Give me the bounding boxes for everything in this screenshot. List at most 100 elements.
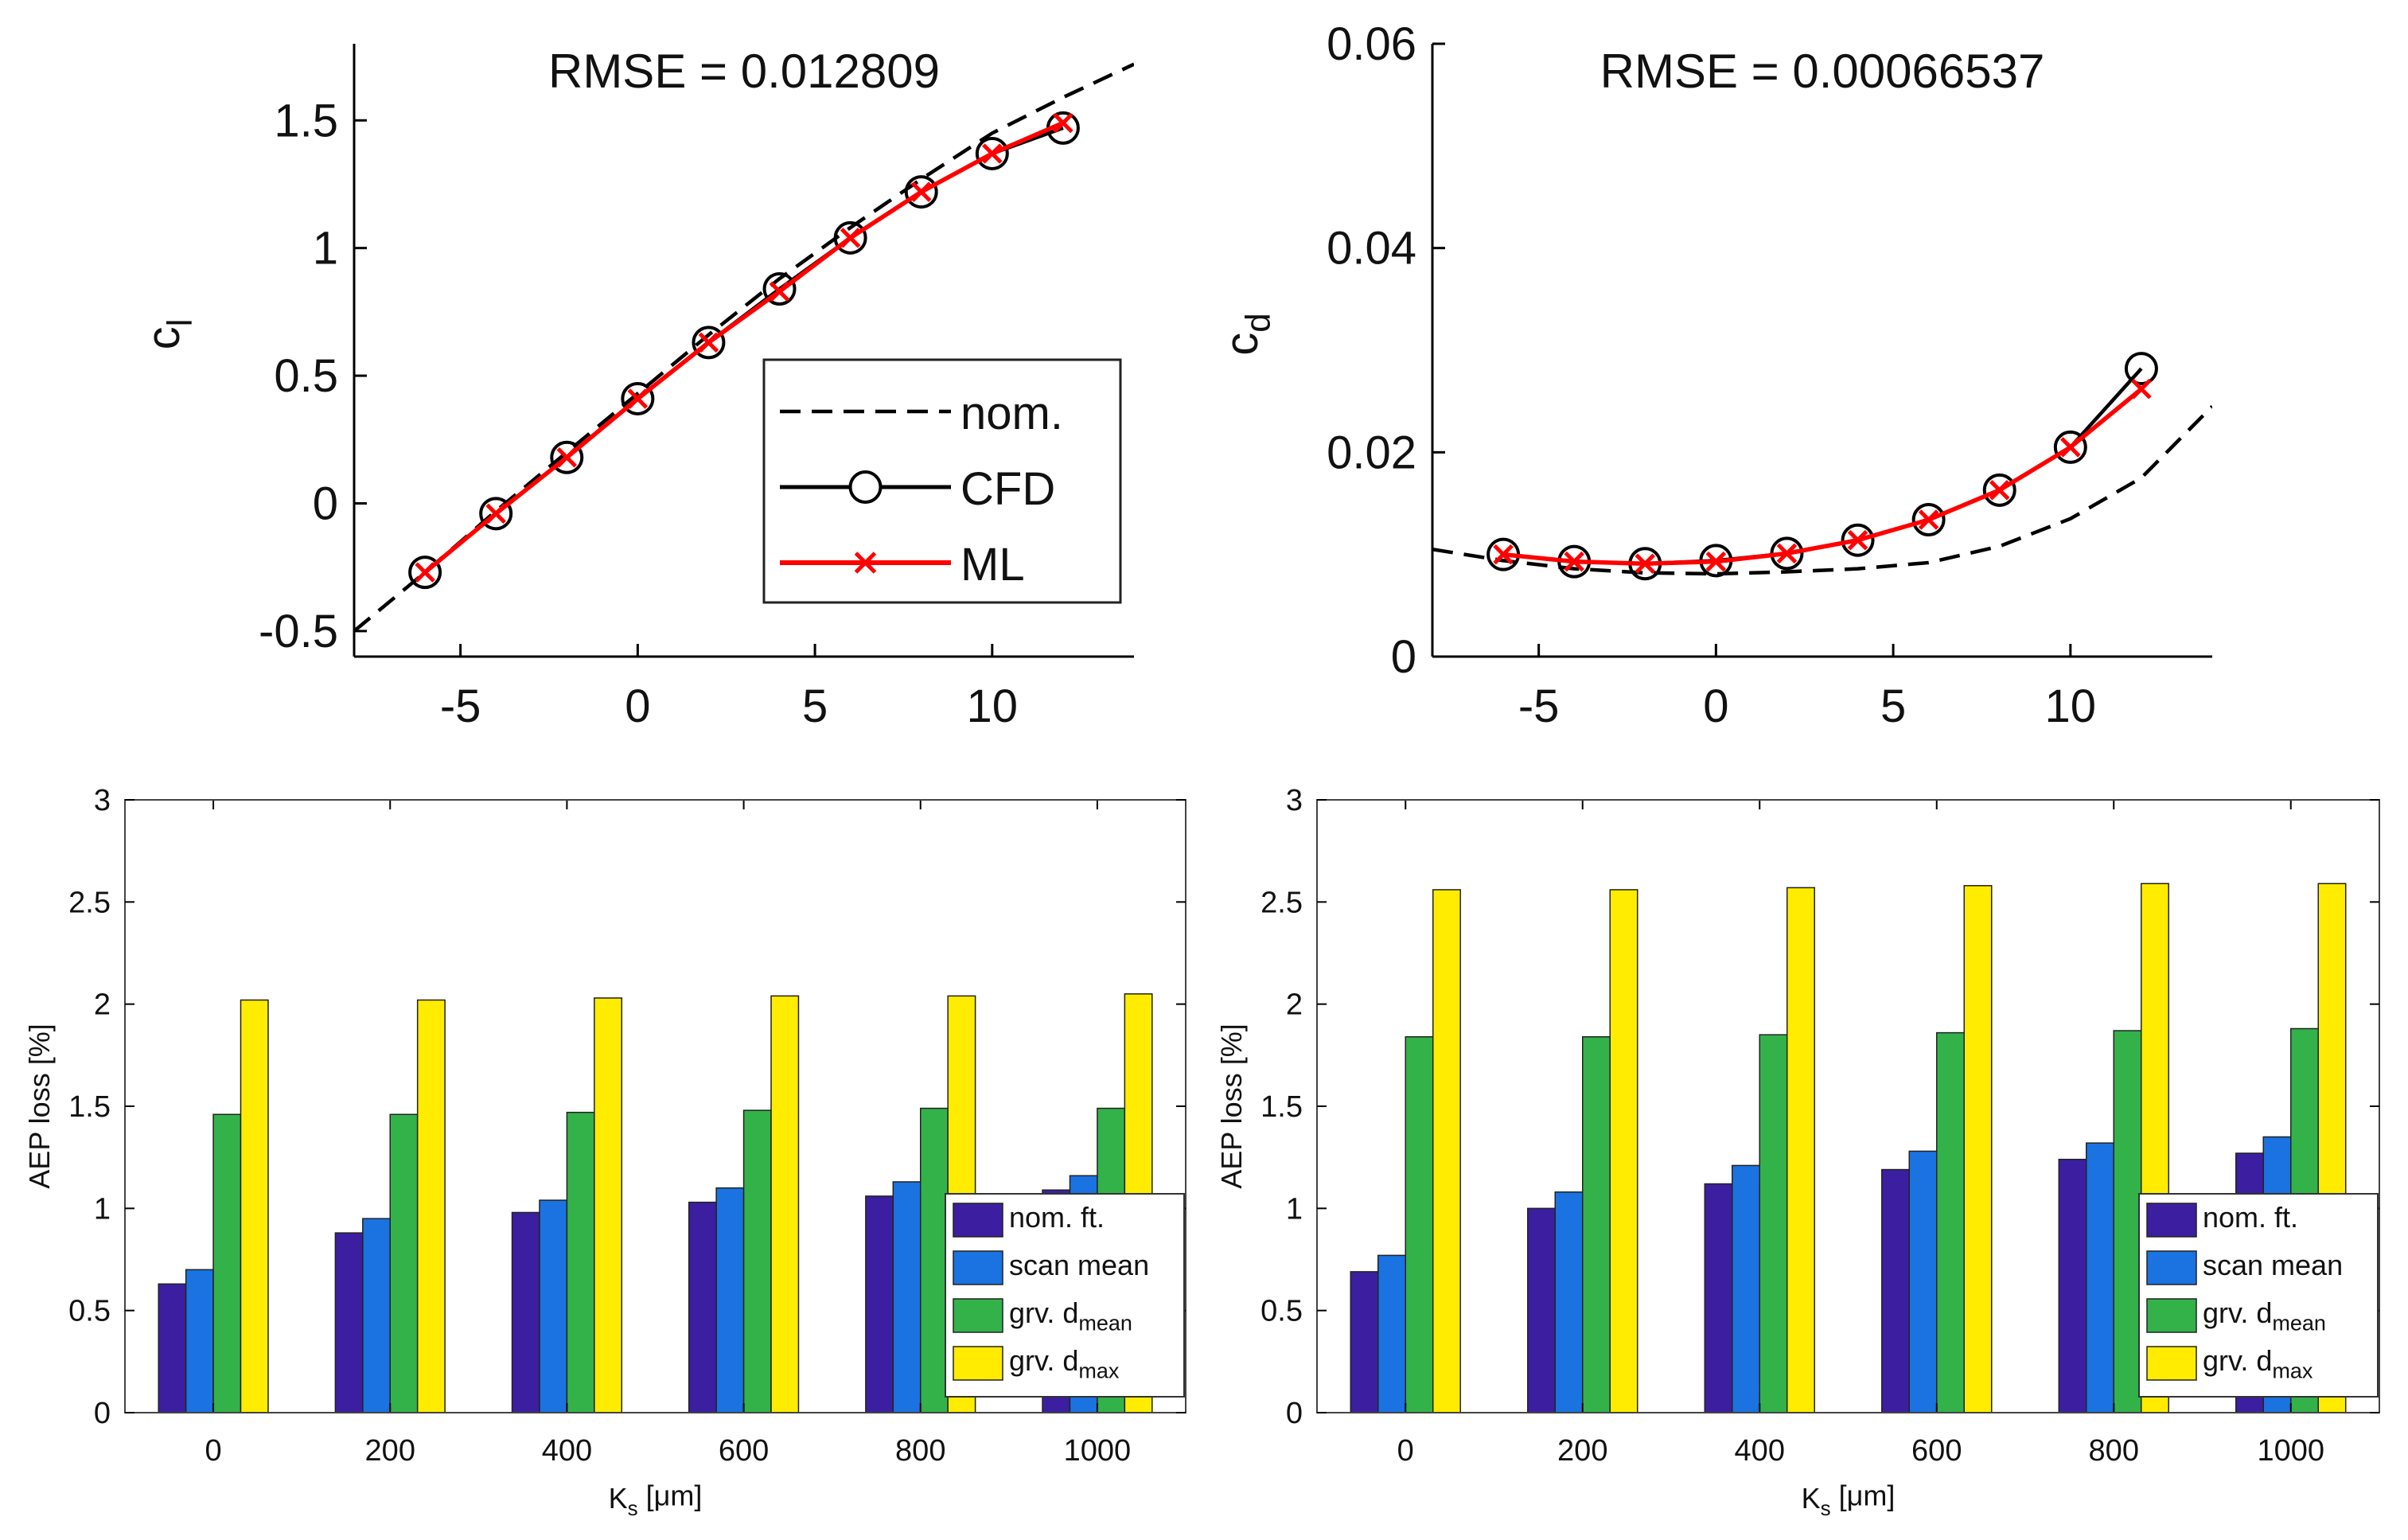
y-tick-label: 0.5: [1260, 1295, 1303, 1328]
y-axis-label: AEP loss [%]: [23, 1023, 56, 1188]
ml-point: [1776, 543, 1798, 564]
bar: [1609, 889, 1638, 1413]
chart-title: RMSE = 0.012809: [548, 45, 940, 98]
series-ml-line: [1502, 387, 2143, 566]
legend-box: [762, 358, 1122, 604]
ml-point: [840, 228, 861, 248]
bar: [770, 995, 800, 1413]
y-tick-label: -0.5: [259, 606, 338, 657]
ml-point: [1053, 112, 1073, 134]
x-tick-label: 400: [542, 1434, 592, 1468]
y-tick-label: 3: [1286, 784, 1303, 817]
bar: [511, 1211, 540, 1413]
ml-point: [698, 332, 719, 353]
ml-point: [1705, 551, 1727, 572]
y-tick-label: 1.5: [68, 1090, 111, 1124]
legend-label: grv. dmax: [2203, 1344, 2313, 1382]
y-tick-label: 0.5: [68, 1295, 111, 1328]
bar: [892, 1181, 922, 1413]
cfd-point: [621, 381, 655, 415]
line-chart-1: -5 0 5 10 -0.5 0 0.5 1 1.5 RMSE = 0.012809 cl nom. C…: [138, 44, 1134, 732]
legend-label: scan mean: [1009, 1249, 1149, 1281]
ml-point: [2060, 437, 2081, 458]
legend-label: grv. dmean: [2203, 1296, 2326, 1335]
y-tick-label: 1: [313, 223, 338, 275]
bar: [566, 1111, 595, 1413]
y-axis-label: cd: [1216, 313, 1277, 355]
ml-point: [910, 181, 932, 202]
legend-swatch: [953, 1346, 1003, 1381]
ml-point: [2131, 378, 2152, 400]
bar: [158, 1283, 187, 1413]
bar: [185, 1269, 214, 1413]
legend-cfd-marker: [848, 470, 883, 504]
x-tick-label: -5: [1518, 680, 1560, 732]
ml-point: [485, 503, 506, 524]
ml-point: [1493, 544, 1514, 565]
bar: [1759, 1034, 1788, 1413]
bar: [416, 999, 446, 1413]
cfd-point: [1911, 503, 1946, 537]
y-tick-label: 2.5: [1260, 886, 1303, 919]
ml-point: [556, 446, 578, 468]
legend-swatch: [953, 1298, 1003, 1333]
legend-swatch: [2146, 1346, 2197, 1381]
y-tick-label: 0.06: [1327, 18, 1416, 70]
x-tick-label: 10: [2045, 680, 2097, 732]
bar: [1405, 1035, 1434, 1413]
y-tick-label: 0: [1391, 631, 1416, 683]
bar: [715, 1187, 745, 1413]
x-tick-label: 0: [1397, 1434, 1414, 1468]
y-tick-label: 1.5: [274, 95, 338, 146]
x-tick-label: 200: [1557, 1434, 1607, 1468]
legend: nom. CFD ML: [762, 358, 1122, 604]
bar: [362, 1218, 392, 1413]
x-tick-label: 400: [1735, 1434, 1785, 1468]
bar: [1963, 885, 1993, 1413]
bar: [389, 1113, 419, 1413]
bar: [1786, 887, 1815, 1413]
x-tick-label: 800: [895, 1434, 945, 1468]
bar: [1350, 1271, 1379, 1413]
y-tick-label: 2: [1286, 988, 1303, 1022]
bar: [920, 1107, 949, 1413]
x-tick-label: 0: [625, 680, 650, 732]
legend-swatch: [2146, 1250, 2197, 1285]
legend-label: scan mean: [2203, 1249, 2343, 1281]
ml-point: [415, 562, 435, 583]
legend-label: CFD: [960, 463, 1055, 515]
x-tick-label: 0: [1703, 680, 1728, 732]
line-chart-2: -5 0 5 10 0 0.02 0.04 0.06 RMSE = 0.00066537 cd: [1216, 18, 2212, 732]
chart-title: RMSE = 0.00066537: [1600, 45, 2045, 98]
bar: [742, 1109, 772, 1413]
cfd-point: [2124, 352, 2158, 386]
y-tick-label: 0.04: [1327, 223, 1416, 275]
bar: [1704, 1183, 1733, 1413]
y-tick-label: 0.02: [1327, 427, 1416, 478]
y-axis-label: AEP loss [%]: [1215, 1023, 1248, 1188]
legend-swatch: [953, 1250, 1003, 1285]
bar: [594, 997, 623, 1413]
x-tick-label: 5: [802, 680, 828, 732]
x-axis-label: Ks [μm]: [609, 1480, 703, 1521]
bar: [2086, 1142, 2114, 1413]
cfd-point: [1982, 473, 2016, 507]
bar: [240, 999, 269, 1413]
legend: nom. ft. scan mean grv. dmean grv. dmax: [2138, 1193, 2379, 1398]
ml-point: [627, 388, 649, 409]
legend-label: ML: [960, 539, 1025, 591]
series-ml-line: [423, 120, 1064, 575]
bar-chart-2: 0 200 400 600 800 1000 0 0.5 1 1.5 2 2.5 3 AEP loss […: [1215, 784, 2380, 1521]
bar: [865, 1195, 894, 1413]
x-tick-label: 5: [1880, 680, 1906, 732]
cfd-point: [692, 326, 726, 360]
x-tick-label: 800: [2089, 1434, 2139, 1468]
x-axis-label: Ks [μm]: [1802, 1480, 1896, 1521]
cfd-point: [762, 272, 797, 306]
bar: [1432, 889, 1461, 1413]
legend-label: nom. ft.: [1009, 1201, 1105, 1234]
ml-point: [1918, 509, 1939, 530]
bar: [1881, 1168, 1911, 1413]
series-cfd-line: [1502, 367, 2143, 566]
